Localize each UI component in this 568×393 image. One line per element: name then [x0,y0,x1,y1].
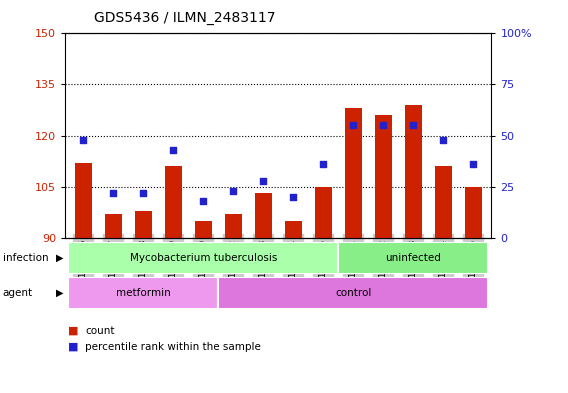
Bar [218,277,488,309]
Bar [405,105,421,238]
Text: ■: ■ [68,326,78,336]
Point [139,190,148,196]
Point [259,177,268,184]
Text: uninfected: uninfected [385,253,441,263]
Point [169,147,178,153]
Bar [68,242,339,274]
Text: infection: infection [3,253,48,263]
Point [289,194,298,200]
Bar [435,166,452,238]
Bar [465,187,482,238]
Point [319,161,328,167]
Point [409,122,418,129]
Bar [285,221,302,238]
Point [109,190,118,196]
Point [349,122,358,129]
Text: agent: agent [3,288,33,298]
Point [379,122,388,129]
Bar [225,214,241,238]
Point [79,136,88,143]
Bar [195,221,211,238]
Text: ▶: ▶ [56,288,63,298]
Point [229,187,238,194]
Bar [255,193,272,238]
Text: ▶: ▶ [56,253,63,263]
Text: metformin: metformin [116,288,171,298]
Bar [75,163,91,238]
Text: ■: ■ [68,342,78,352]
Text: GDS5436 / ILMN_2483117: GDS5436 / ILMN_2483117 [94,11,275,25]
Text: Mycobacterium tuberculosis: Mycobacterium tuberculosis [130,253,277,263]
Bar [315,187,332,238]
Bar [339,242,488,274]
Text: control: control [335,288,371,298]
Point [438,136,448,143]
Bar [135,211,152,238]
Point [469,161,478,167]
Text: percentile rank within the sample: percentile rank within the sample [85,342,261,352]
Bar [165,166,182,238]
Bar [68,277,218,309]
Bar [345,108,362,238]
Bar [375,115,391,238]
Point [199,198,208,204]
Text: count: count [85,326,115,336]
Bar [105,214,122,238]
